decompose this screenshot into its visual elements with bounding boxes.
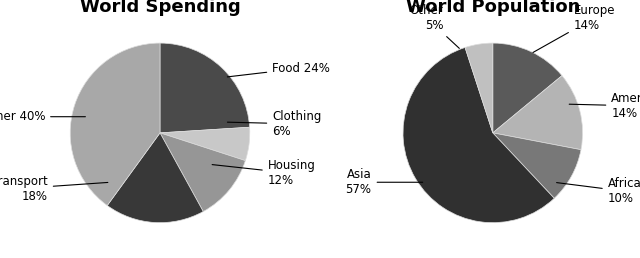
Text: Asia
57%: Asia 57% [346, 168, 422, 196]
Text: Transport
18%: Transport 18% [0, 174, 108, 203]
Wedge shape [160, 133, 245, 212]
Text: Clothing
6%: Clothing 6% [227, 110, 322, 138]
Text: Africa
10%: Africa 10% [557, 177, 640, 205]
Text: Americas
14%: Americas 14% [569, 92, 640, 120]
Text: Other
5%: Other 5% [410, 4, 460, 49]
Wedge shape [70, 43, 160, 206]
Text: Other 40%: Other 40% [0, 110, 85, 123]
Wedge shape [108, 133, 204, 223]
Wedge shape [493, 43, 562, 133]
Wedge shape [465, 43, 493, 133]
Wedge shape [160, 127, 250, 161]
Text: Europe
14%: Europe 14% [533, 4, 615, 52]
Wedge shape [493, 76, 582, 150]
Wedge shape [493, 133, 581, 198]
Wedge shape [160, 43, 250, 133]
Text: Housing
12%: Housing 12% [212, 159, 316, 187]
Title: World Population: World Population [406, 0, 580, 16]
Wedge shape [403, 47, 554, 223]
Text: Food 24%: Food 24% [227, 62, 330, 77]
Title: World Spending: World Spending [79, 0, 241, 16]
